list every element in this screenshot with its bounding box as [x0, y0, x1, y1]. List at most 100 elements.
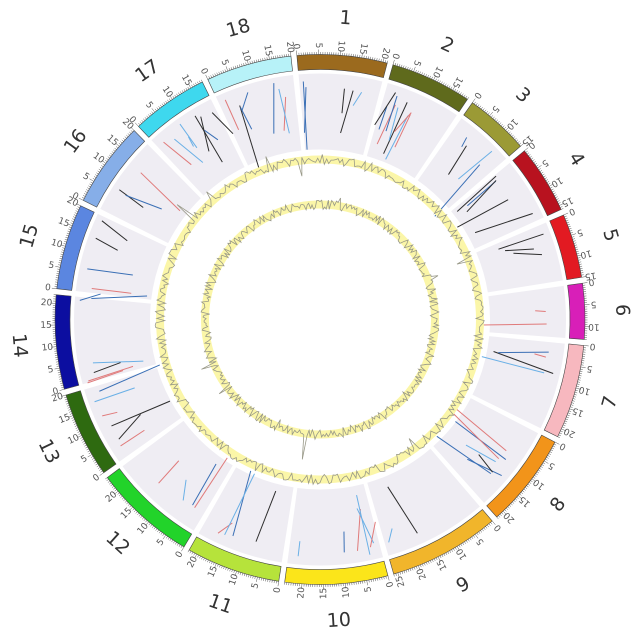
- variant-link: [385, 95, 398, 132]
- tick-label: 5: [47, 365, 54, 376]
- tick-mark: [441, 81, 443, 85]
- tick-mark: [576, 385, 580, 387]
- tick-mark: [545, 179, 549, 182]
- tick-mark: [575, 389, 578, 392]
- tick-mark: [76, 208, 79, 210]
- tick-mark: [480, 106, 483, 110]
- tick-mark: [513, 136, 516, 139]
- chromosome-band-9[interactable]: [389, 509, 493, 575]
- tick-mark: [161, 103, 164, 106]
- tick-mark: [213, 562, 215, 565]
- chromosome-band-1[interactable]: [296, 54, 388, 79]
- tick-mark: [188, 83, 192, 89]
- tick-mark: [87, 187, 90, 190]
- tick-label: 0: [471, 90, 483, 101]
- chromosome-band-4[interactable]: [512, 150, 562, 217]
- tick-mark: [381, 577, 383, 580]
- tick-mark: [509, 504, 512, 507]
- chromosome-band-12[interactable]: [106, 468, 193, 548]
- chromosome-band-10[interactable]: [284, 560, 389, 585]
- tick-mark: [575, 246, 578, 248]
- tick-mark: [529, 155, 532, 158]
- tick-mark: [67, 223, 73, 226]
- tick-mark: [133, 509, 137, 513]
- tick-mark: [565, 418, 569, 421]
- chromosome-band-3[interactable]: [463, 102, 521, 157]
- tick-mark: [511, 134, 514, 137]
- chromosome-band-13[interactable]: [65, 390, 117, 474]
- tick-mark: [491, 115, 494, 118]
- chromosome-band-2[interactable]: [388, 64, 468, 113]
- tick-mark: [453, 548, 455, 551]
- tick-mark: [437, 556, 441, 562]
- chromosome-band-5[interactable]: [549, 214, 582, 281]
- tick-label: 10: [160, 85, 175, 100]
- tick-mark: [571, 236, 575, 238]
- tick-mark: [469, 537, 472, 541]
- tick-mark: [405, 66, 407, 69]
- tick-mark: [66, 232, 70, 235]
- tick-label: 10: [341, 586, 352, 599]
- tick-mark: [264, 57, 266, 61]
- chromosome-band-11[interactable]: [188, 536, 282, 582]
- tick-mark: [106, 158, 109, 161]
- tick-mark: [129, 131, 132, 134]
- tick-label: 15: [179, 73, 193, 88]
- variant-link: [481, 356, 545, 374]
- tick-mark: [150, 524, 153, 527]
- tick-mark: [210, 75, 212, 78]
- tick-label: 0: [589, 341, 596, 352]
- tick-label: 0: [567, 205, 576, 217]
- track-panel-chr9: [367, 448, 480, 556]
- tick-mark: [555, 196, 558, 199]
- tick-label: 20: [40, 298, 52, 309]
- tick-mark: [60, 253, 64, 255]
- tick-mark: [380, 59, 382, 62]
- variant-link: [120, 429, 145, 447]
- outer-line-plot-line: [154, 154, 485, 486]
- tick-mark: [564, 215, 567, 218]
- tick-mark: [141, 517, 145, 520]
- tick-mark: [378, 58, 380, 62]
- tick-mark: [407, 569, 410, 572]
- tick-mark: [435, 78, 437, 82]
- tick-mark: [502, 125, 505, 128]
- tick-mark: [534, 475, 537, 477]
- track-panel-chr14: [73, 296, 156, 385]
- tick-mark: [151, 111, 154, 114]
- tick-mark: [443, 82, 445, 86]
- chromosome-band-16[interactable]: [82, 130, 146, 208]
- tick-mark: [107, 156, 110, 159]
- tick-mark: [405, 570, 408, 573]
- tick-mark: [180, 545, 183, 549]
- tick-mark: [568, 225, 571, 228]
- tick-mark: [255, 59, 258, 63]
- tick-mark: [67, 230, 71, 233]
- chromosome-label-11: 11: [205, 590, 235, 619]
- tick-mark: [59, 260, 62, 262]
- variant-link: [224, 99, 240, 131]
- chromosome-band-8[interactable]: [486, 434, 556, 518]
- tick-mark: [93, 459, 96, 462]
- tick-mark: [80, 437, 83, 439]
- tick-mark: [158, 531, 161, 534]
- tick-mark: [171, 539, 174, 543]
- variant-link: [478, 454, 493, 473]
- chromosome-band-15[interactable]: [56, 205, 95, 291]
- tick-mark: [187, 86, 190, 90]
- chromosome-band-18[interactable]: [207, 55, 293, 94]
- track-panel-chr5: [476, 222, 563, 293]
- tick-mark: [542, 462, 546, 465]
- chromosome-label-9: 9: [453, 572, 474, 597]
- tick-mark: [223, 566, 225, 570]
- tick-mark: [510, 503, 513, 506]
- tick-mark: [195, 82, 197, 86]
- chromosome-label-3: 3: [511, 83, 535, 107]
- variant-link: [448, 145, 467, 175]
- chromosome-band-14[interactable]: [54, 294, 80, 390]
- chromosome-band-7[interactable]: [543, 343, 585, 438]
- chromosome-band-6[interactable]: [567, 282, 586, 340]
- variant-link: [474, 213, 533, 234]
- tick-mark: [93, 176, 97, 178]
- tick-mark: [437, 79, 439, 83]
